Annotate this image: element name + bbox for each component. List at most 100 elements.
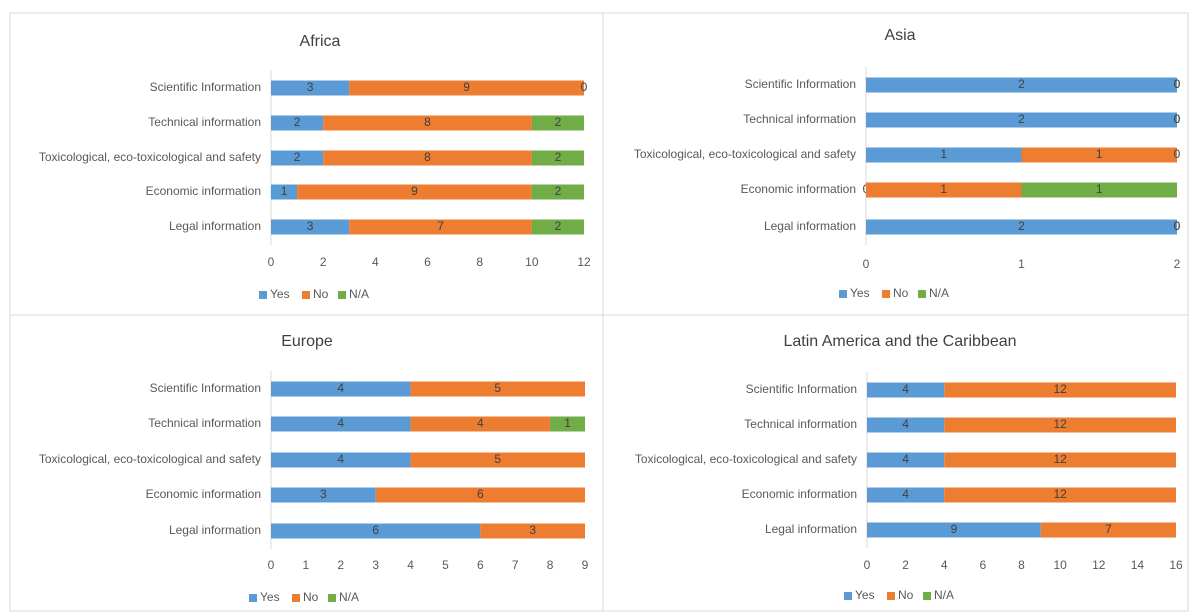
legend-label: Yes	[850, 286, 870, 300]
x-tick-label: 4	[407, 558, 414, 572]
bar-segment	[944, 487, 1176, 503]
data-label: 7	[437, 219, 444, 233]
x-tick-label: 2	[902, 558, 909, 572]
bar-segment	[867, 487, 945, 503]
y-tick-label: Economic information	[741, 182, 856, 196]
data-label: 1	[1096, 147, 1103, 161]
y-tick-label: Legal information	[169, 523, 261, 537]
data-label: 1	[1096, 182, 1103, 196]
x-tick-label: 0	[864, 558, 871, 572]
legend-label: N/A	[349, 287, 369, 301]
data-label: 8	[424, 115, 431, 129]
data-label: 2	[1018, 77, 1025, 91]
bar-segment	[867, 382, 945, 398]
bar-segment	[944, 452, 1176, 468]
y-tick-label: Legal information	[764, 219, 856, 233]
bar-segment	[1021, 182, 1177, 198]
data-label: 4	[902, 417, 909, 431]
data-label: 0	[1174, 147, 1181, 161]
x-tick-label: 5	[442, 558, 449, 572]
data-label: 2	[555, 150, 562, 164]
legend-swatch	[249, 594, 257, 602]
bar-segment	[375, 487, 585, 503]
chart-title: Asia	[884, 27, 915, 44]
legend-label: No	[898, 588, 914, 602]
bar-segment	[410, 416, 551, 432]
x-tick-label: 16	[1169, 558, 1183, 572]
x-tick-label: 10	[1053, 558, 1067, 572]
data-label: 1	[281, 184, 288, 198]
bar-segment	[867, 522, 1041, 538]
data-label: 1	[940, 182, 947, 196]
bar-segment	[271, 452, 411, 468]
data-label: 2	[294, 150, 301, 164]
y-tick-label: Toxicological, eco-toxicological and saf…	[39, 150, 261, 164]
bar-segment	[866, 77, 1177, 93]
data-label: 2	[555, 184, 562, 198]
data-label: 2	[555, 219, 562, 233]
y-tick-label: Scientific Information	[745, 77, 856, 91]
chart-title: Europe	[281, 333, 333, 350]
bar-segment	[271, 523, 481, 539]
y-tick-label: Toxicological, eco-toxicological and saf…	[634, 147, 856, 161]
legend-swatch	[887, 592, 895, 600]
bar-segment	[480, 523, 585, 539]
data-label: 12	[1053, 452, 1067, 466]
bar-segment	[866, 147, 1022, 163]
data-label: 4	[337, 416, 344, 430]
bar-segment	[531, 184, 584, 200]
bar-segment	[866, 112, 1177, 128]
x-tick-label: 7	[512, 558, 519, 572]
x-tick-label: 12	[577, 255, 591, 269]
x-tick-label: 6	[424, 255, 431, 269]
bar-segment	[349, 80, 584, 96]
data-label: 0	[1174, 219, 1181, 233]
x-tick-label: 6	[477, 558, 484, 572]
data-label: 4	[337, 381, 344, 395]
data-label: 4	[902, 382, 909, 396]
legend-swatch	[328, 594, 336, 602]
legend-swatch	[338, 291, 346, 299]
bar-segment	[271, 115, 324, 131]
bar-segment	[944, 417, 1176, 433]
data-label: 2	[555, 115, 562, 129]
legend-swatch	[302, 291, 310, 299]
bar-segment	[550, 416, 585, 432]
data-label: 0	[1174, 77, 1181, 91]
bar-segment	[271, 80, 350, 96]
x-tick-label: 8	[1018, 558, 1025, 572]
y-tick-label: Legal information	[765, 522, 857, 536]
x-tick-label: 0	[863, 257, 870, 271]
data-label: 2	[1018, 219, 1025, 233]
legend-swatch	[839, 290, 847, 298]
x-tick-label: 12	[1092, 558, 1106, 572]
bar-segment	[271, 416, 411, 432]
x-tick-label: 8	[476, 255, 483, 269]
data-label: 3	[529, 523, 536, 537]
legend-swatch	[292, 594, 300, 602]
data-label: 6	[477, 487, 484, 501]
x-tick-label: 10	[525, 255, 539, 269]
legend-swatch	[844, 592, 852, 600]
x-tick-label: 3	[372, 558, 379, 572]
bar-segment	[349, 219, 532, 235]
data-label: 1	[564, 416, 571, 430]
bar-segment	[531, 115, 584, 131]
data-label: 12	[1053, 487, 1067, 501]
legend-label: Yes	[270, 287, 290, 301]
data-label: 1	[940, 147, 947, 161]
panel-frame	[602, 314, 1189, 612]
bar-segment	[866, 182, 1022, 198]
y-tick-label: Toxicological, eco-toxicological and saf…	[39, 452, 261, 466]
data-label: 4	[902, 487, 909, 501]
x-tick-label: 1	[1018, 257, 1025, 271]
data-label: 0	[1174, 77, 1181, 91]
legend-label: No	[303, 590, 319, 604]
chart-title: Africa	[300, 33, 341, 50]
legend-label: N/A	[339, 590, 359, 604]
data-label: 8	[424, 150, 431, 164]
y-tick-label: Economic information	[742, 487, 857, 501]
data-label: 2	[294, 115, 301, 129]
x-tick-label: 2	[1174, 257, 1181, 271]
